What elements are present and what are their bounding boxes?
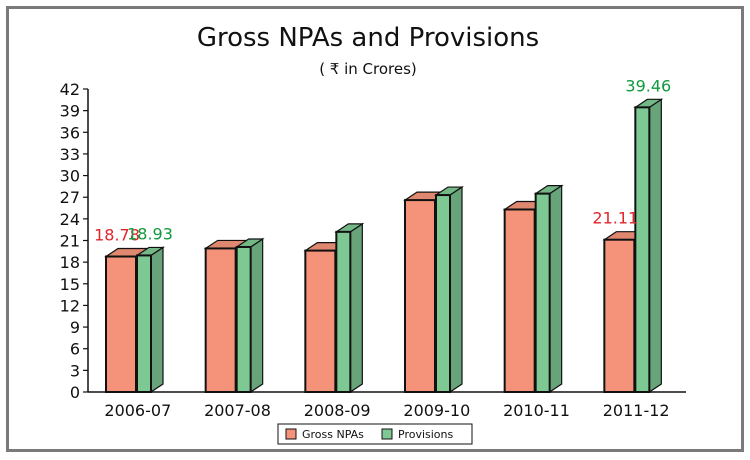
y-tick-label: 12: [60, 296, 80, 315]
legend-swatch: [285, 428, 297, 440]
bar-provisions-side: [250, 237, 264, 394]
y-tick-label: 39: [60, 102, 80, 121]
x-tick-label: 2009-10: [403, 401, 470, 420]
x-tick-label: 2006-07: [104, 401, 171, 420]
x-tick-label: 2008-09: [304, 401, 371, 420]
x-tick-label: 2007-08: [204, 401, 271, 420]
bar-provisions-side: [150, 246, 164, 394]
y-tick-label: 30: [60, 167, 80, 186]
y-tick-label: 18: [60, 253, 80, 272]
data-label: 39.46: [625, 76, 671, 95]
bar-gross-npas-front: [204, 247, 237, 393]
bar-gross-npas-front: [304, 249, 337, 393]
bar-gross-npas-front: [603, 238, 636, 393]
bar-provisions-front: [235, 245, 252, 393]
legend-box: [277, 423, 473, 445]
bar-provisions-front: [335, 230, 352, 393]
bar-gross-npas-front: [503, 208, 536, 393]
data-label: 18.78: [94, 226, 140, 245]
bar-provisions-side: [449, 185, 463, 394]
y-tick-label: 0: [70, 383, 80, 402]
bar-provisions: [633, 98, 664, 394]
y-tick-label: 36: [60, 123, 80, 142]
bar-provisions-side: [349, 222, 363, 394]
bar-provisions: [533, 184, 564, 394]
x-tick-label: 2011-12: [603, 401, 670, 420]
y-tick-label: 27: [60, 188, 80, 207]
bar-provisions: [234, 237, 265, 394]
legend: Gross NPAs Provisions: [277, 423, 473, 445]
bar-provisions: [135, 246, 165, 394]
bar-provisions: [434, 185, 464, 394]
bar-provisions: [334, 222, 365, 394]
data-label: 21.11: [592, 209, 638, 228]
bar-provisions-front: [634, 106, 651, 394]
chart-title: Gross NPAs and Provisions: [197, 23, 539, 53]
bar-gross-npas-front: [404, 199, 436, 393]
bar-provisions-front: [534, 192, 551, 393]
y-tick-label: 9: [70, 318, 80, 337]
legend-label: Provisions: [398, 428, 454, 441]
legend-swatch: [381, 428, 393, 440]
y-tick-label: 6: [70, 340, 80, 359]
y-tick-label: 21: [60, 232, 80, 251]
y-tick-label: 24: [60, 210, 80, 229]
y-tick-label: 15: [60, 275, 80, 294]
data-label: 18.93: [127, 224, 173, 243]
chart-subtitle: ( ₹ in Crores): [319, 60, 417, 78]
y-tick-label: 42: [60, 80, 80, 99]
x-tick-label: 2010-11: [503, 401, 570, 420]
bar-provisions-front: [136, 254, 152, 393]
bar-gross-npas-front: [105, 255, 137, 393]
bar-provisions-side: [549, 184, 563, 394]
bar-provisions-front: [435, 194, 451, 393]
bar-provisions-side: [648, 98, 662, 394]
legend-label: Gross NPAs: [302, 428, 364, 441]
y-tick-label: 33: [60, 145, 80, 164]
y-tick-label: 3: [70, 361, 80, 380]
